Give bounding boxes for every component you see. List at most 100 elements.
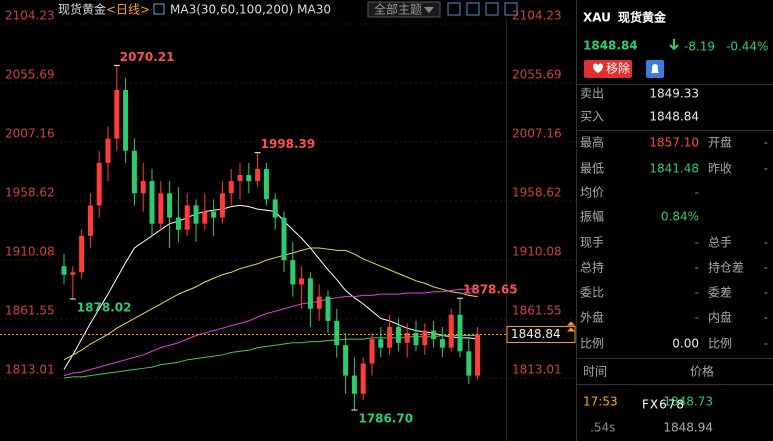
y-tick-label: 2055.69: [5, 68, 55, 82]
row-label: 总持: [580, 260, 604, 275]
row-value: -: [764, 337, 768, 351]
ma-line: [63, 287, 478, 377]
candle-body: [307, 278, 313, 309]
last-price-label: 1848.84: [511, 327, 561, 341]
row-label: 比例: [580, 337, 604, 351]
row-value: 0.84%: [661, 210, 699, 224]
tool-icon[interactable]: [504, 2, 518, 16]
candle-body: [105, 138, 111, 163]
y-tick-label: 1861.55: [5, 304, 55, 318]
row-label: 比例: [708, 337, 732, 351]
candle-body: [281, 217, 287, 261]
candle-body: [299, 278, 305, 285]
row-label: 委差: [708, 286, 732, 300]
tick-time: 17:53: [583, 395, 618, 409]
candle-body: [219, 193, 225, 218]
row-value: 1857.10: [649, 136, 699, 150]
candle-body: [175, 217, 181, 230]
high-label: 1998.39: [261, 137, 316, 151]
watermark: FX678: [642, 398, 685, 412]
row-label: 总手: [708, 236, 732, 250]
tool-icon[interactable]: [485, 2, 499, 16]
y-tick-label-right: 2104.23: [512, 9, 562, 23]
candle-body: [395, 326, 401, 343]
row-label: 现手: [580, 236, 604, 250]
tool-icon[interactable]: [447, 2, 461, 16]
candle-body: [202, 211, 208, 224]
candle-body: [158, 193, 164, 224]
row-label: 最高: [580, 135, 604, 150]
candle-body: [211, 211, 217, 218]
tool-icon[interactable]: [466, 2, 480, 16]
candle-body: [237, 175, 243, 182]
ticks-header: 时间: [583, 365, 607, 379]
row-value: 0.00: [672, 337, 699, 351]
candle-body: [79, 235, 85, 273]
candle-body: [246, 175, 252, 182]
row-label: 内盘: [708, 310, 732, 325]
y-tick-label-right: 1861.55: [512, 304, 562, 318]
plot: 2104.23 2104.23 2055.69 2055.69 2007.16 2007.…: [0, 9, 576, 426]
chart-title: 现货黄金: [58, 2, 106, 17]
row-label: 外盘: [580, 310, 604, 325]
row-value: 1849.33: [649, 87, 699, 101]
row-label: 持仓差: [708, 260, 744, 275]
row-value: -: [695, 311, 699, 325]
candle-body: [369, 339, 375, 364]
quote-name: 现货黄金: [618, 10, 667, 25]
row-label: 买入: [580, 110, 604, 124]
candle-body: [475, 334, 481, 376]
y-tick-label: 1813.01: [5, 363, 55, 377]
theme-select[interactable]: [367, 1, 441, 18]
candle-body: [378, 339, 384, 348]
candle-body: [387, 326, 393, 348]
candle-body: [325, 296, 331, 321]
candle-body: [193, 205, 199, 224]
remove-label: 移除: [606, 61, 630, 76]
change-pct: -0.44%: [726, 40, 768, 54]
last-price-arrow: [567, 321, 575, 332]
down-arrow: [669, 39, 679, 51]
candle-body: [96, 162, 102, 206]
period[interactable]: <日线>: [106, 3, 150, 17]
row-value: -: [764, 286, 768, 300]
dropdown-arrow: [424, 7, 434, 13]
candle-body: [316, 296, 322, 309]
toolbar-icons: [447, 2, 518, 16]
candle-body: [131, 150, 137, 194]
high-label: 2070.21: [120, 50, 175, 64]
row-label: 振幅: [580, 209, 604, 224]
row-value: -: [764, 261, 768, 275]
ticks-header: 价格: [690, 364, 714, 379]
row-label: 开盘: [708, 135, 732, 150]
row-value: -: [764, 136, 768, 150]
y-tick-label: 1958.62: [5, 186, 55, 200]
low-label: 1878.02: [77, 301, 132, 315]
y-tick-label-right: 2055.69: [512, 68, 562, 82]
candle-body: [422, 330, 428, 346]
y-tick-label: 2104.23: [5, 9, 55, 23]
y-tick-label: 1910.08: [5, 245, 55, 259]
row-label: 昨收: [708, 162, 732, 176]
candle-body: [457, 314, 463, 352]
theme-label: 全部主题: [374, 2, 422, 17]
row-value: -: [695, 186, 699, 200]
candle-body: [149, 181, 155, 224]
candle-body: [404, 333, 410, 343]
candle-body: [70, 272, 76, 275]
candle-body: [114, 89, 120, 139]
indicator[interactable]: MA3(30,60,100,200) MA30: [170, 3, 331, 17]
tick-price: 1848.94: [663, 421, 713, 435]
row-value: -: [764, 162, 768, 176]
candle-body: [351, 375, 357, 394]
candle-body: [360, 363, 366, 394]
candle-body: [343, 345, 349, 376]
price: 1848.84: [583, 39, 638, 53]
candle-body: [228, 181, 234, 194]
y-tick-label-right: 2007.16: [512, 127, 562, 141]
settings-icon[interactable]: [153, 3, 165, 15]
